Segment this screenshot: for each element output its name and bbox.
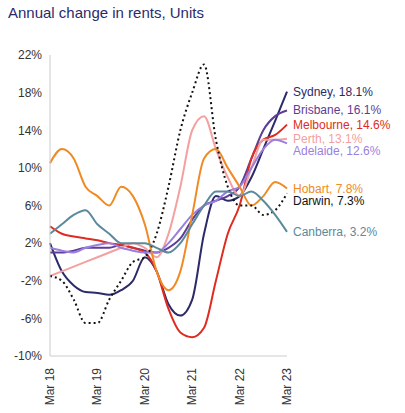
svg-text:-10%: -10% bbox=[14, 349, 42, 363]
svg-text:Mar 23: Mar 23 bbox=[280, 368, 294, 406]
svg-text:Mar 21: Mar 21 bbox=[185, 368, 199, 406]
html-text:Brisbane, 16.1%: Brisbane, 16.1% bbox=[293, 103, 382, 118]
html-text:Darwin, 7.3%: Darwin, 7.3% bbox=[293, 194, 365, 209]
svg-text:Mar 18: Mar 18 bbox=[43, 368, 57, 406]
html-text:Sydney, 18.1%: Sydney, 18.1% bbox=[293, 84, 373, 99]
html-text:Adelaide, 12.6%: Adelaide, 12.6% bbox=[293, 144, 381, 159]
svg-text:-6%: -6% bbox=[21, 312, 43, 326]
html-text:Canberra, 3.2%: Canberra, 3.2% bbox=[293, 224, 377, 239]
svg-text:10%: 10% bbox=[18, 161, 42, 175]
html-text:Perth, 13.1%: Perth, 13.1% bbox=[293, 131, 363, 146]
svg-text:6%: 6% bbox=[25, 199, 43, 213]
svg-text:2%: 2% bbox=[25, 236, 43, 250]
html-text:Annual change in rents, Units: Annual change in rents, Units bbox=[8, 4, 204, 21]
svg-text:Mar 20: Mar 20 bbox=[138, 368, 152, 406]
svg-text:14%: 14% bbox=[18, 124, 42, 138]
html-text:Hobart, 7.8%: Hobart, 7.8% bbox=[293, 181, 363, 196]
svg-text:Mar 22: Mar 22 bbox=[233, 368, 247, 406]
html-text:Melbourne, 14.6%: Melbourne, 14.6% bbox=[293, 117, 391, 132]
svg-text:22%: 22% bbox=[18, 48, 42, 62]
svg-text:18%: 18% bbox=[18, 86, 42, 100]
svg-text:-2%: -2% bbox=[21, 274, 43, 288]
svg-text:Mar 19: Mar 19 bbox=[90, 368, 104, 406]
